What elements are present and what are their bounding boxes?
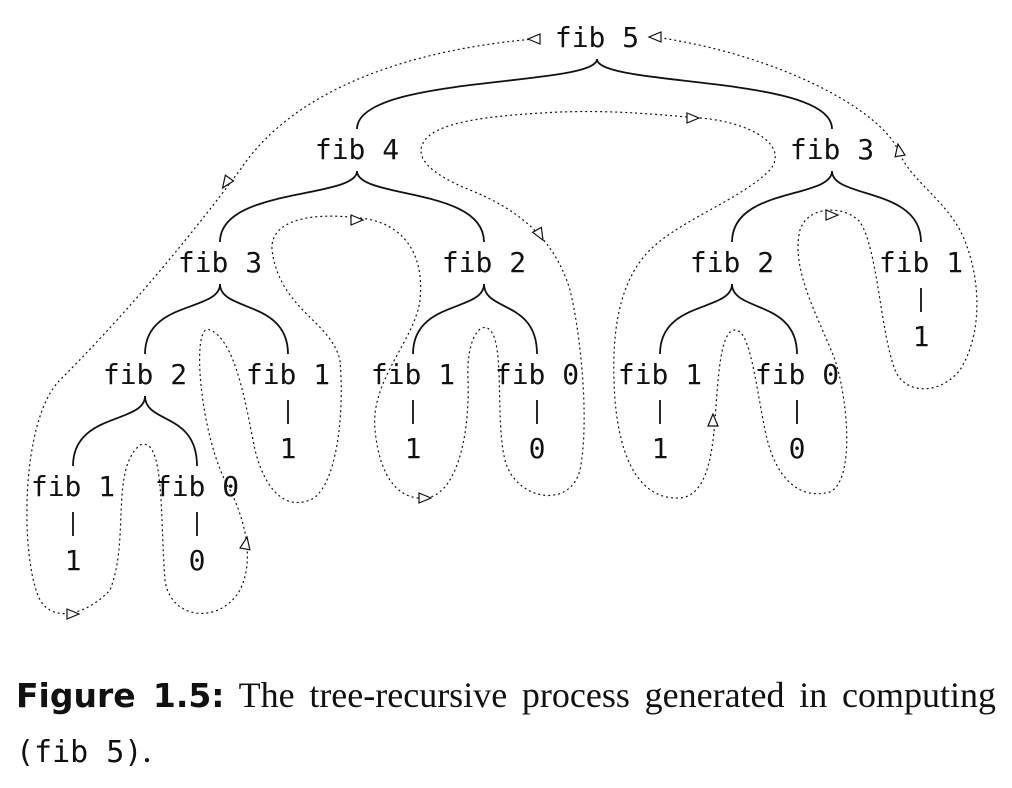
tree-node-label: fib 4 (315, 133, 399, 166)
tree-node-label: fib 0 (155, 470, 239, 503)
trace-arrowhead (825, 209, 840, 221)
tree-node-label: fib 2 (442, 246, 526, 279)
tree-edge (596, 58, 833, 130)
tree-node-label: fib 3 (790, 133, 874, 166)
leaf-value: 0 (189, 544, 206, 577)
tree-edge (731, 283, 798, 355)
tree-node-label: fib 5 (555, 21, 639, 54)
caption-code: (fib 5) (16, 735, 143, 770)
leaf-value: 1 (652, 432, 669, 465)
diagram-canvas: fib 5 fib 4 fib 3 fib 3 fib 2 fib 2 fib 1 fib 2… (26, 21, 978, 620)
tree-edge (144, 283, 221, 355)
tree-node-label: fib 2 (690, 246, 774, 279)
figure-label: Figure 1.5: (16, 676, 225, 715)
leaf-value: 1 (65, 544, 82, 577)
tree-node-label: fib 1 (246, 358, 330, 391)
leaf-value: 1 (405, 432, 422, 465)
tree-node-label: fib 1 (31, 470, 115, 503)
tree-edge (412, 283, 485, 355)
trace-arrowhead (221, 174, 235, 190)
trace-arrowhead (418, 492, 433, 504)
tree-edge (483, 283, 538, 355)
caption-text: The tree-recursive process generated in … (238, 675, 996, 715)
tree-node-label: fib 0 (755, 358, 839, 391)
tree-node-label: fib 3 (178, 246, 262, 279)
leaf-value: 1 (913, 320, 930, 353)
leaf-value: 1 (280, 432, 297, 465)
tree-edges (72, 58, 922, 467)
trace-arrowhead (66, 608, 81, 620)
trace-arrowhead (531, 226, 544, 242)
tree-node-label: fib 1 (371, 358, 455, 391)
tree-edge (356, 58, 598, 130)
trace-arrowhead (647, 31, 662, 43)
tree-node-label: fib 0 (495, 358, 579, 391)
tree-edge (219, 283, 289, 355)
figure-caption: Figure 1.5: The tree-recursive process g… (16, 668, 996, 780)
tree-edge (659, 283, 733, 355)
tree-nodes: fib 5 fib 4 fib 3 fib 3 fib 2 fib 2 fib 1 fib 2… (31, 21, 963, 577)
leaf-value: 0 (789, 432, 806, 465)
trace-arrowhead (526, 33, 541, 45)
tree-edge (356, 170, 485, 243)
caption-period: . (142, 730, 152, 770)
trace-arrowhead (350, 214, 365, 226)
evaluation-trace (26, 31, 978, 620)
tree-edge (72, 395, 146, 467)
tree-edge (144, 395, 198, 467)
trace-arrowhead (239, 535, 251, 551)
tree-edge (731, 170, 833, 243)
tree-edge (831, 170, 922, 243)
tree-node-label: fib 2 (103, 358, 187, 391)
tree-node-label: fib 1 (618, 358, 702, 391)
tree-node-label: fib 1 (879, 246, 963, 279)
trace-arrowhead (707, 412, 719, 427)
leaf-value: 0 (529, 432, 546, 465)
tree-edge (219, 170, 358, 243)
evaluation-trace-path (26, 36, 978, 615)
fib-tree-diagram: fib 5 fib 4 fib 3 fib 3 fib 2 fib 2 fib 1 fib 2… (26, 21, 978, 620)
trace-arrowhead (686, 112, 701, 124)
trace-arrowhead (894, 142, 906, 158)
